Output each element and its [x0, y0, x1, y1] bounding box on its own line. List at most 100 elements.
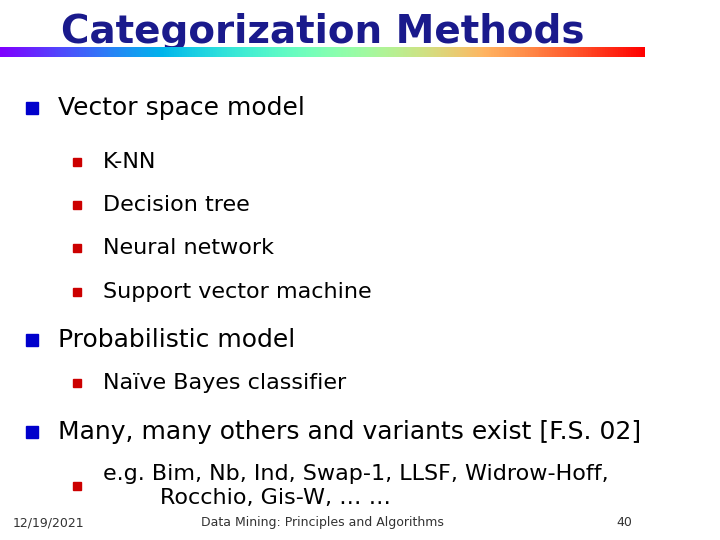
FancyBboxPatch shape — [403, 47, 406, 57]
FancyBboxPatch shape — [422, 47, 426, 57]
FancyBboxPatch shape — [107, 47, 109, 57]
FancyBboxPatch shape — [561, 47, 564, 57]
FancyBboxPatch shape — [306, 47, 310, 57]
FancyBboxPatch shape — [116, 47, 120, 57]
FancyBboxPatch shape — [258, 47, 261, 57]
FancyBboxPatch shape — [129, 47, 132, 57]
FancyBboxPatch shape — [203, 47, 207, 57]
FancyBboxPatch shape — [513, 47, 516, 57]
FancyBboxPatch shape — [490, 47, 493, 57]
FancyBboxPatch shape — [454, 47, 458, 57]
FancyBboxPatch shape — [461, 47, 464, 57]
FancyBboxPatch shape — [200, 47, 203, 57]
Text: Many, many others and variants exist [F.S. 02]: Many, many others and variants exist [F.… — [58, 420, 641, 444]
FancyBboxPatch shape — [120, 47, 122, 57]
FancyBboxPatch shape — [87, 47, 90, 57]
FancyBboxPatch shape — [207, 47, 210, 57]
FancyBboxPatch shape — [400, 47, 403, 57]
FancyBboxPatch shape — [245, 47, 248, 57]
FancyBboxPatch shape — [251, 47, 255, 57]
FancyBboxPatch shape — [310, 47, 312, 57]
FancyBboxPatch shape — [338, 47, 342, 57]
FancyBboxPatch shape — [161, 47, 164, 57]
FancyBboxPatch shape — [158, 47, 161, 57]
FancyBboxPatch shape — [325, 47, 329, 57]
FancyBboxPatch shape — [268, 47, 271, 57]
FancyBboxPatch shape — [564, 47, 567, 57]
FancyBboxPatch shape — [184, 47, 187, 57]
FancyBboxPatch shape — [103, 47, 107, 57]
FancyBboxPatch shape — [590, 47, 593, 57]
FancyBboxPatch shape — [580, 47, 583, 57]
FancyBboxPatch shape — [274, 47, 277, 57]
FancyBboxPatch shape — [390, 47, 393, 57]
FancyBboxPatch shape — [500, 47, 503, 57]
FancyBboxPatch shape — [364, 47, 367, 57]
FancyBboxPatch shape — [554, 47, 557, 57]
FancyBboxPatch shape — [526, 47, 528, 57]
FancyBboxPatch shape — [212, 47, 216, 57]
FancyBboxPatch shape — [323, 47, 325, 57]
FancyBboxPatch shape — [613, 47, 616, 57]
FancyBboxPatch shape — [210, 47, 212, 57]
FancyBboxPatch shape — [619, 47, 622, 57]
FancyBboxPatch shape — [358, 47, 361, 57]
FancyBboxPatch shape — [397, 47, 400, 57]
Text: Naïve Bayes classifier: Naïve Bayes classifier — [103, 373, 346, 394]
FancyBboxPatch shape — [496, 47, 500, 57]
FancyBboxPatch shape — [32, 47, 35, 57]
FancyBboxPatch shape — [419, 47, 422, 57]
Text: Decision tree: Decision tree — [103, 195, 250, 215]
FancyBboxPatch shape — [471, 47, 474, 57]
FancyBboxPatch shape — [264, 47, 268, 57]
FancyBboxPatch shape — [384, 47, 387, 57]
FancyBboxPatch shape — [539, 47, 541, 57]
FancyBboxPatch shape — [312, 47, 316, 57]
FancyBboxPatch shape — [42, 47, 45, 57]
FancyBboxPatch shape — [26, 47, 29, 57]
FancyBboxPatch shape — [410, 47, 413, 57]
FancyBboxPatch shape — [155, 47, 158, 57]
FancyBboxPatch shape — [596, 47, 600, 57]
FancyBboxPatch shape — [316, 47, 319, 57]
FancyBboxPatch shape — [428, 47, 432, 57]
FancyBboxPatch shape — [242, 47, 245, 57]
FancyBboxPatch shape — [616, 47, 619, 57]
FancyBboxPatch shape — [484, 47, 487, 57]
FancyBboxPatch shape — [477, 47, 480, 57]
FancyBboxPatch shape — [445, 47, 448, 57]
Text: Neural network: Neural network — [103, 238, 274, 259]
FancyBboxPatch shape — [303, 47, 306, 57]
FancyBboxPatch shape — [480, 47, 484, 57]
FancyBboxPatch shape — [174, 47, 177, 57]
FancyBboxPatch shape — [261, 47, 264, 57]
FancyBboxPatch shape — [290, 47, 293, 57]
FancyBboxPatch shape — [519, 47, 522, 57]
FancyBboxPatch shape — [232, 47, 235, 57]
FancyBboxPatch shape — [135, 47, 139, 57]
FancyBboxPatch shape — [603, 47, 606, 57]
Text: K-NN: K-NN — [103, 152, 156, 172]
FancyBboxPatch shape — [377, 47, 380, 57]
FancyBboxPatch shape — [593, 47, 596, 57]
FancyBboxPatch shape — [570, 47, 574, 57]
FancyBboxPatch shape — [493, 47, 496, 57]
FancyBboxPatch shape — [164, 47, 168, 57]
FancyBboxPatch shape — [438, 47, 441, 57]
FancyBboxPatch shape — [81, 47, 84, 57]
FancyBboxPatch shape — [48, 47, 52, 57]
Text: Vector space model: Vector space model — [58, 96, 305, 120]
FancyBboxPatch shape — [65, 47, 68, 57]
FancyBboxPatch shape — [148, 47, 151, 57]
FancyBboxPatch shape — [629, 47, 631, 57]
FancyBboxPatch shape — [280, 47, 284, 57]
FancyBboxPatch shape — [13, 47, 16, 57]
FancyBboxPatch shape — [181, 47, 184, 57]
FancyBboxPatch shape — [464, 47, 467, 57]
FancyBboxPatch shape — [426, 47, 428, 57]
FancyBboxPatch shape — [238, 47, 242, 57]
Text: Probabilistic model: Probabilistic model — [58, 328, 295, 352]
FancyBboxPatch shape — [522, 47, 526, 57]
FancyBboxPatch shape — [435, 47, 438, 57]
FancyBboxPatch shape — [222, 47, 225, 57]
